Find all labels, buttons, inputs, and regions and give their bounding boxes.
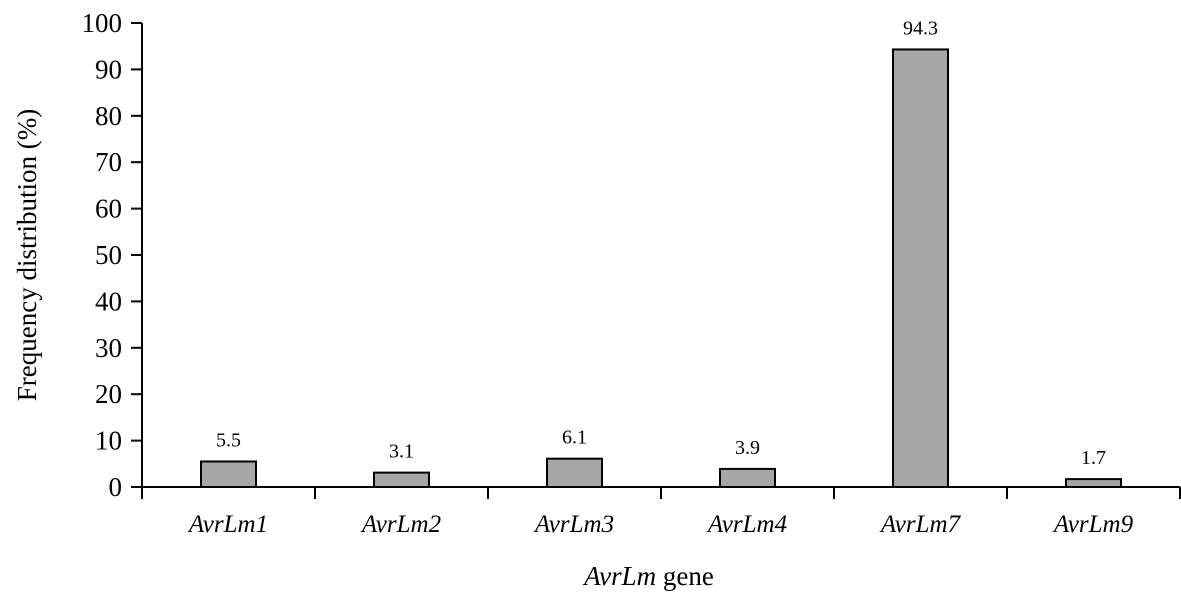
x-axis-title-italic: AvrLm [582, 561, 656, 591]
category-label-avrlm2: AvrLm2 [360, 511, 441, 538]
y-tick-label: 0 [109, 472, 123, 502]
y-tick-label: 40 [95, 286, 122, 316]
bar-avrlm1 [200, 460, 257, 489]
y-tick-label: 90 [95, 54, 122, 84]
y-tick-label: 50 [95, 240, 122, 270]
category-label-avrlm7: AvrLm7 [879, 511, 962, 538]
category-label-avrlm1: AvrLm1 [187, 511, 268, 538]
y-tick-label: 30 [95, 333, 122, 363]
data-label-avrlm3: 6.1 [562, 427, 587, 449]
x-axis-ticks: AvrLm1 AvrLm2 AvrLm3 AvrLm4 AvrLm7 AvrLm9 [141, 487, 1181, 538]
data-label-avrlm9: 1.7 [1081, 447, 1106, 469]
bars: 5.5 3.1 6.1 3.9 94.3 1.7 [200, 17, 1122, 489]
y-tick-label: 20 [95, 379, 122, 409]
y-tick-label: 70 [95, 147, 122, 177]
category-label-avrlm4: AvrLm4 [706, 511, 787, 538]
data-label-avrlm4: 3.9 [735, 437, 760, 459]
data-label-avrlm1: 5.5 [216, 429, 241, 451]
y-axis-ticks: 0 10 20 30 40 50 60 70 80 90 100 [82, 8, 142, 502]
y-tick-label: 10 [95, 426, 122, 456]
data-label-avrlm2: 3.1 [389, 441, 414, 463]
y-tick-label: 60 [95, 194, 122, 224]
bar-avrlm4 [719, 467, 776, 488]
bar-avrlm3 [546, 457, 603, 489]
bar-avrlm9 [1065, 478, 1122, 488]
category-label-avrlm9: AvrLm9 [1052, 511, 1134, 538]
bar-avrlm7 [892, 48, 949, 489]
category-label-avrlm3: AvrLm3 [533, 511, 614, 538]
y-tick-label: 80 [95, 101, 122, 131]
y-axis-title: Frequency distribution (%) [12, 109, 42, 401]
data-label-avrlm7: 94.3 [903, 17, 938, 39]
x-axis-title-rest: gene [656, 561, 714, 591]
bar-avrlm2 [373, 471, 430, 488]
x-axis-title: AvrLm gene [582, 561, 714, 591]
y-tick-label: 100 [82, 8, 123, 38]
